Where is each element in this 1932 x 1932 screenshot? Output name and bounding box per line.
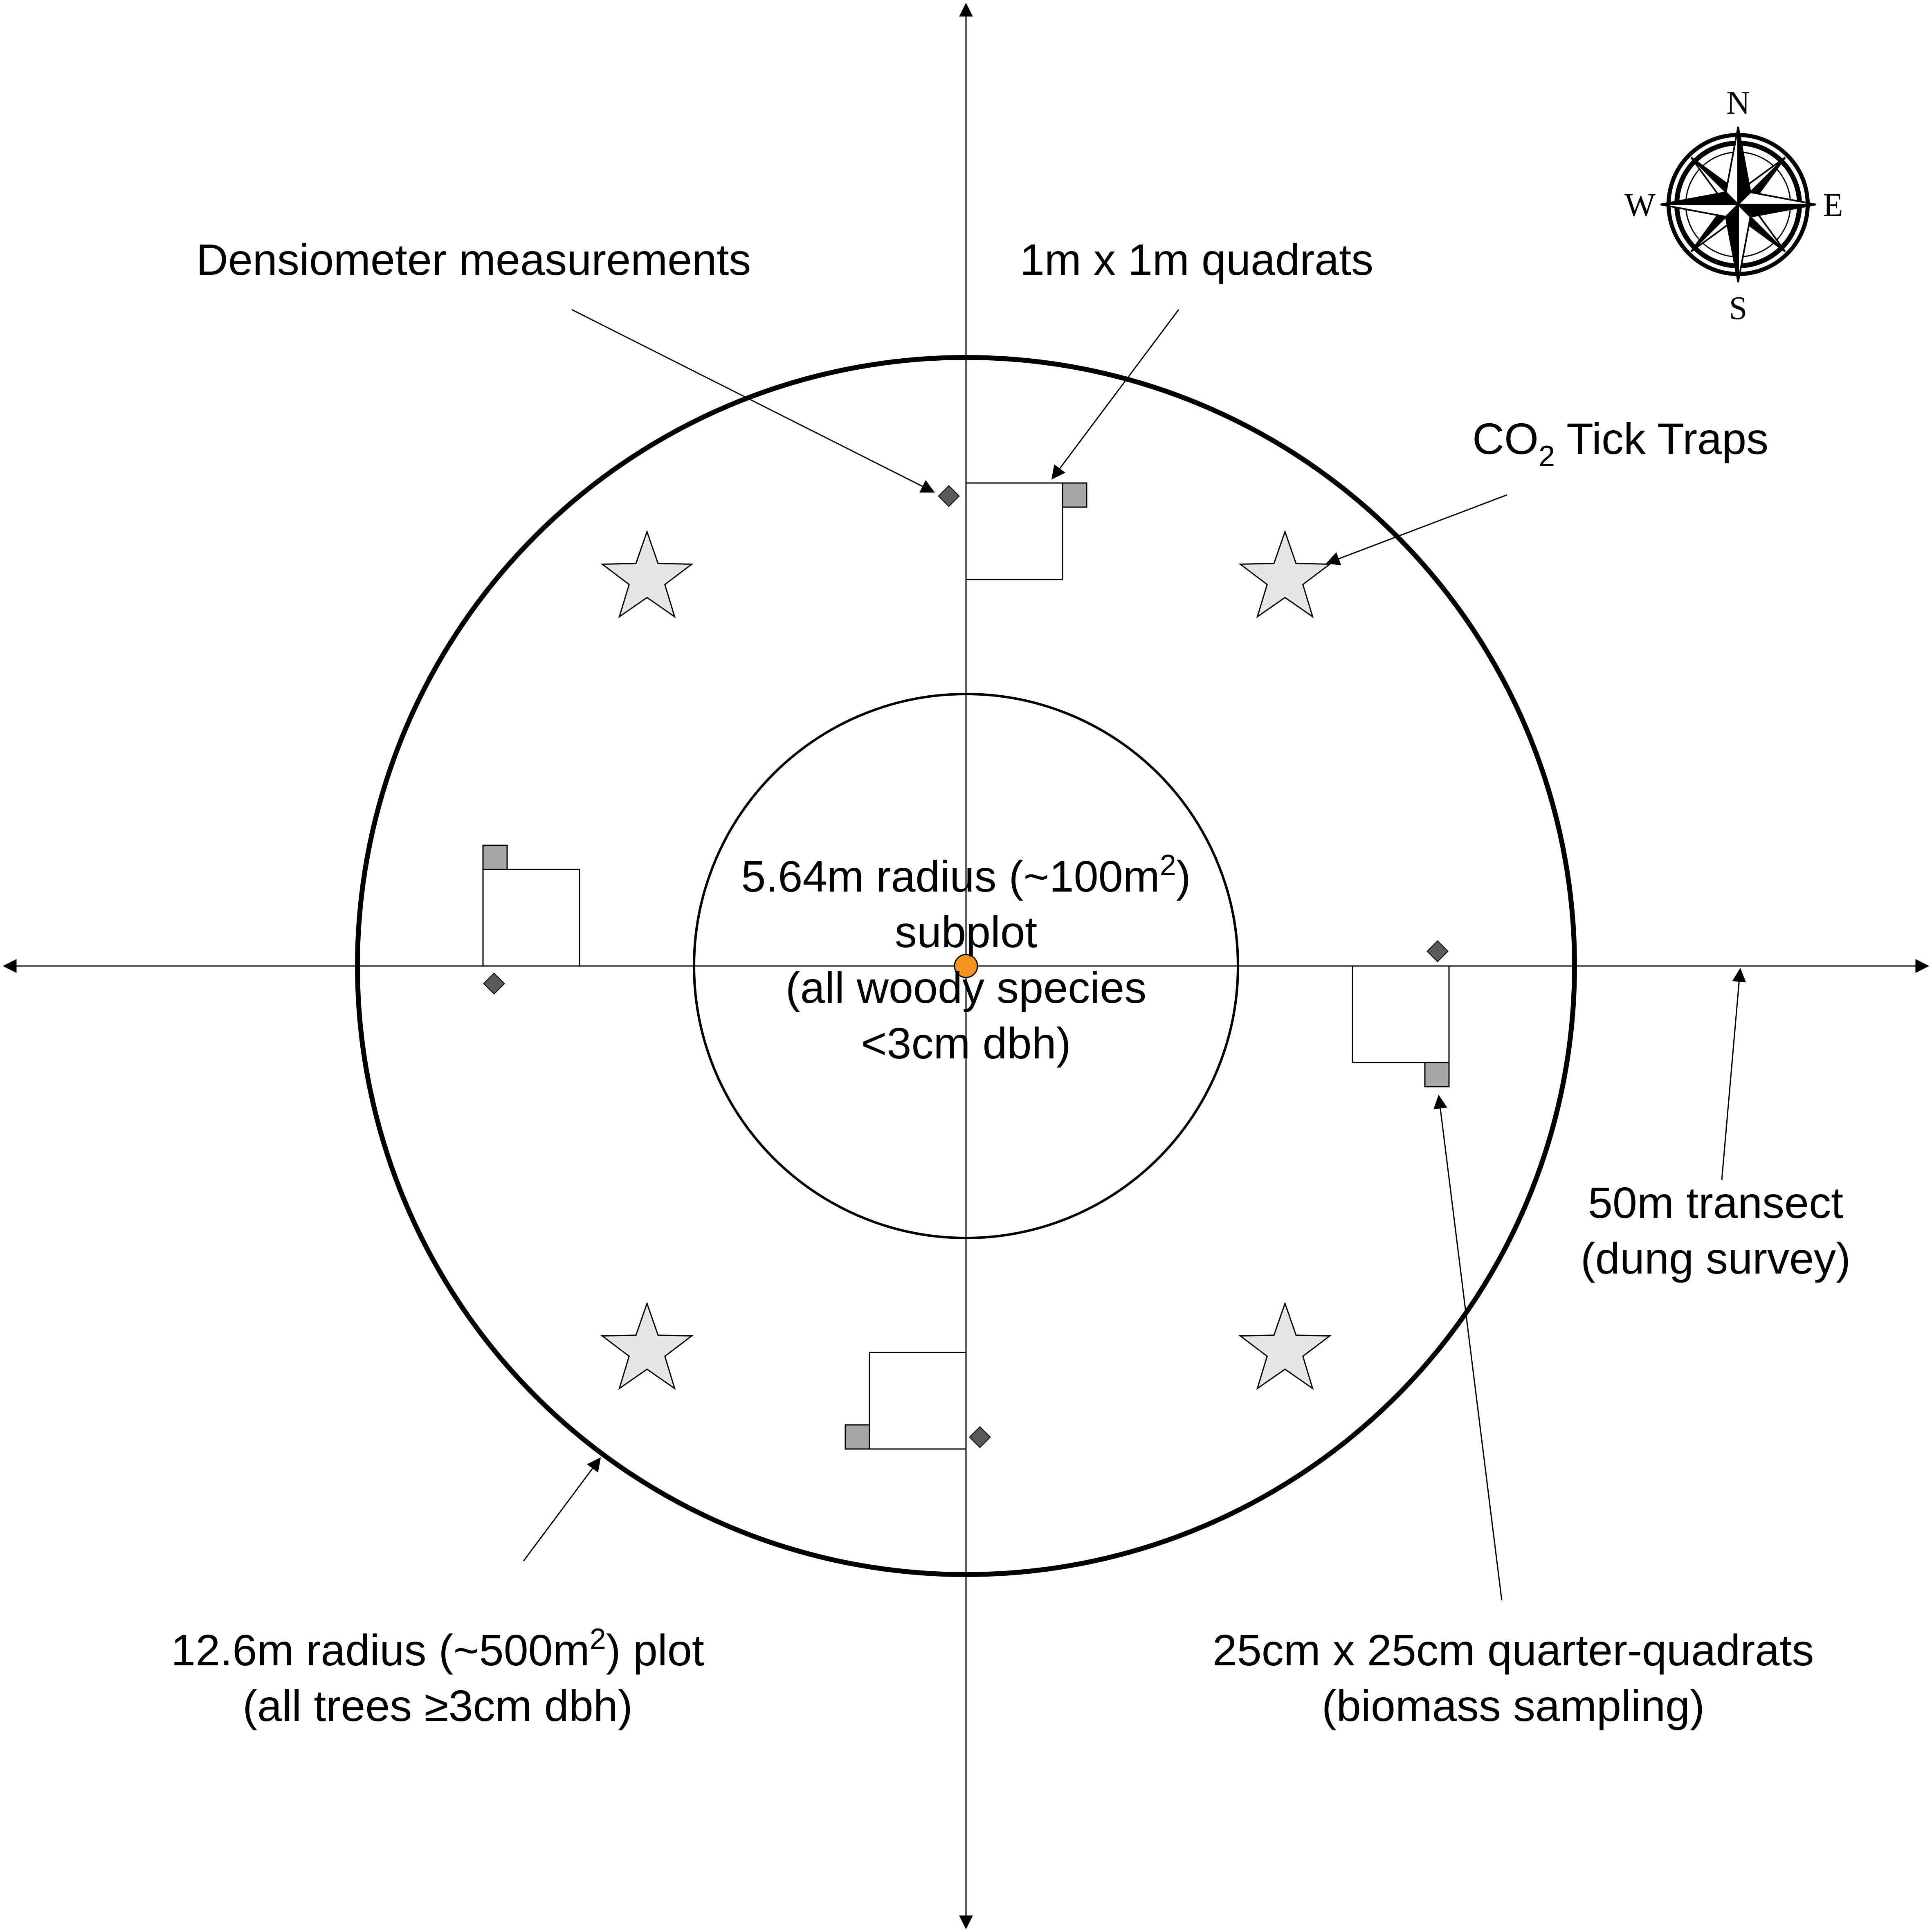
densiometer-point-east	[1427, 940, 1449, 962]
quarter-quadrats-label-line1: 25cm x 25cm quarter-quadrats	[1213, 1625, 1814, 1675]
quarter-quadrats-leader-arrow	[1433, 1094, 1503, 1601]
subplot-label-line1-end: )	[1176, 851, 1191, 901]
tick-trap-star-sw	[600, 1301, 694, 1390]
quarter-quadrat-south	[845, 1424, 870, 1450]
outer-plot-circle	[355, 355, 1577, 1577]
transect-label-line1: 50m transect	[1588, 1178, 1843, 1227]
quarter-quadrats-label-line2: (biomass sampling)	[1322, 1681, 1705, 1730]
subplot-label-line2: subplot	[895, 907, 1037, 957]
tick-traps-leader-arrow	[1325, 494, 1507, 566]
compass-n-point-right	[1737, 126, 1752, 207]
tick-traps-label: CO2 Tick Traps	[1472, 414, 1768, 473]
compass-rose-icon: N E S W	[1624, 85, 1843, 326]
compass-s-point-right	[1737, 202, 1752, 283]
quarter-quadrat-north	[1062, 482, 1087, 508]
tick-traps-label-subscript: 2	[1539, 440, 1555, 473]
compass-s-point-left	[1725, 202, 1739, 283]
densiometer-leader-arrow	[571, 309, 935, 493]
transect-leader-arrow	[1721, 968, 1746, 1180]
quadrat-east	[1352, 965, 1450, 1063]
quarter-quadrat-east	[1424, 1062, 1450, 1087]
tick-traps-label-co: CO	[1472, 414, 1539, 463]
subplot-label-line3: (all woody species	[786, 963, 1146, 1012]
compass-west-label: W	[1624, 187, 1656, 223]
transect-label-line2: (dung survey)	[1581, 1233, 1851, 1283]
quarter-quadrat-west	[482, 845, 508, 870]
subplot-label: 5.64m radius (~100m2)	[741, 849, 1191, 901]
quadrats-leader-arrow	[1051, 309, 1179, 480]
compass-w-point-bottom	[1660, 204, 1740, 218]
compass-north-label: N	[1726, 85, 1750, 121]
subplot-label-line4: <3cm dbh)	[861, 1018, 1071, 1068]
compass-w-point-top	[1660, 191, 1740, 205]
tick-trap-star-ne	[1238, 530, 1332, 618]
subplot-label-line1: 5.64m radius (~100m	[741, 851, 1160, 901]
plot-center-point	[954, 954, 978, 978]
quadrats-label: 1m x 1m quadrats	[1020, 235, 1373, 284]
inner-subplot-circle	[693, 693, 1239, 1239]
compass-south-label: S	[1729, 290, 1748, 326]
compass-east-label: E	[1823, 187, 1843, 223]
plot-label-line1: 12.6m radius (~500m	[171, 1625, 590, 1675]
densiometer-point-west	[483, 973, 505, 995]
compass-e-point-bottom	[1736, 204, 1816, 218]
densiometer-label: Densiometer measurements	[196, 235, 751, 284]
plot-label-line2: (all trees ≥3cm dbh)	[243, 1681, 633, 1730]
quadrat-south	[869, 1352, 967, 1450]
plot-label-line1-end: ) plot	[606, 1625, 704, 1675]
compass-n-point-left	[1725, 126, 1739, 207]
plot-label-superscript: 2	[590, 1623, 606, 1656]
tick-trap-star-nw	[600, 530, 694, 618]
plot-leader-arrow	[523, 1457, 601, 1561]
quadrat-north	[965, 482, 1063, 580]
quadrat-west	[482, 869, 580, 967]
subplot-label-superscript: 2	[1160, 849, 1176, 882]
tick-trap-star-se	[1238, 1301, 1332, 1390]
compass-e-point-top	[1736, 191, 1816, 205]
tick-traps-label-rest: Tick Traps	[1555, 414, 1768, 463]
densiometer-point-south	[969, 1426, 991, 1448]
plot-label: 12.6m radius (~500m2) plot	[171, 1623, 704, 1675]
densiometer-point-north	[938, 485, 960, 507]
